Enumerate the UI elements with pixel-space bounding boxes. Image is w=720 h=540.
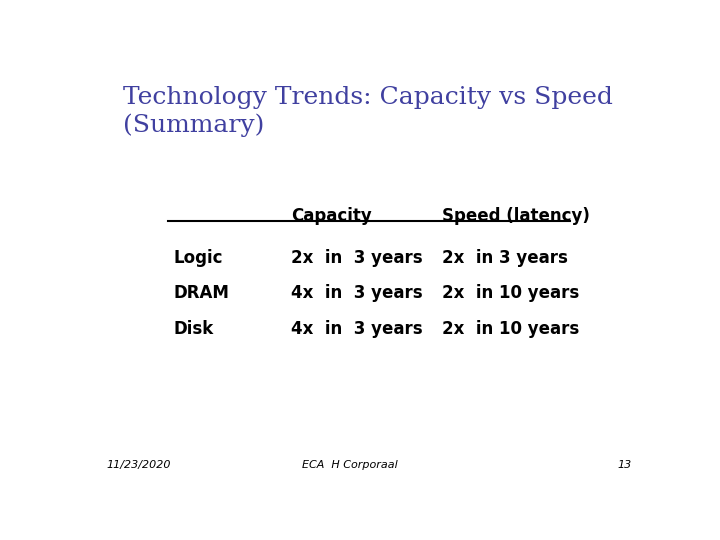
Text: 13: 13	[617, 460, 631, 470]
Text: Logic: Logic	[174, 249, 223, 267]
Text: 2x  in 3 years: 2x in 3 years	[441, 249, 567, 267]
Text: ECA  H Corporaal: ECA H Corporaal	[302, 460, 397, 470]
Text: 2x  in  3 years: 2x in 3 years	[291, 249, 423, 267]
Text: Capacity: Capacity	[291, 207, 372, 225]
Text: Speed (latency): Speed (latency)	[441, 207, 590, 225]
Text: 2x  in 10 years: 2x in 10 years	[441, 285, 579, 302]
Text: Technology Trends: Capacity vs Speed
(Summary): Technology Trends: Capacity vs Speed (Su…	[124, 85, 613, 137]
Text: Disk: Disk	[174, 320, 214, 338]
Text: 4x  in  3 years: 4x in 3 years	[291, 320, 423, 338]
Text: 11/23/2020: 11/23/2020	[107, 460, 171, 470]
Text: 4x  in  3 years: 4x in 3 years	[291, 285, 423, 302]
Text: 2x  in 10 years: 2x in 10 years	[441, 320, 579, 338]
Text: DRAM: DRAM	[174, 285, 230, 302]
